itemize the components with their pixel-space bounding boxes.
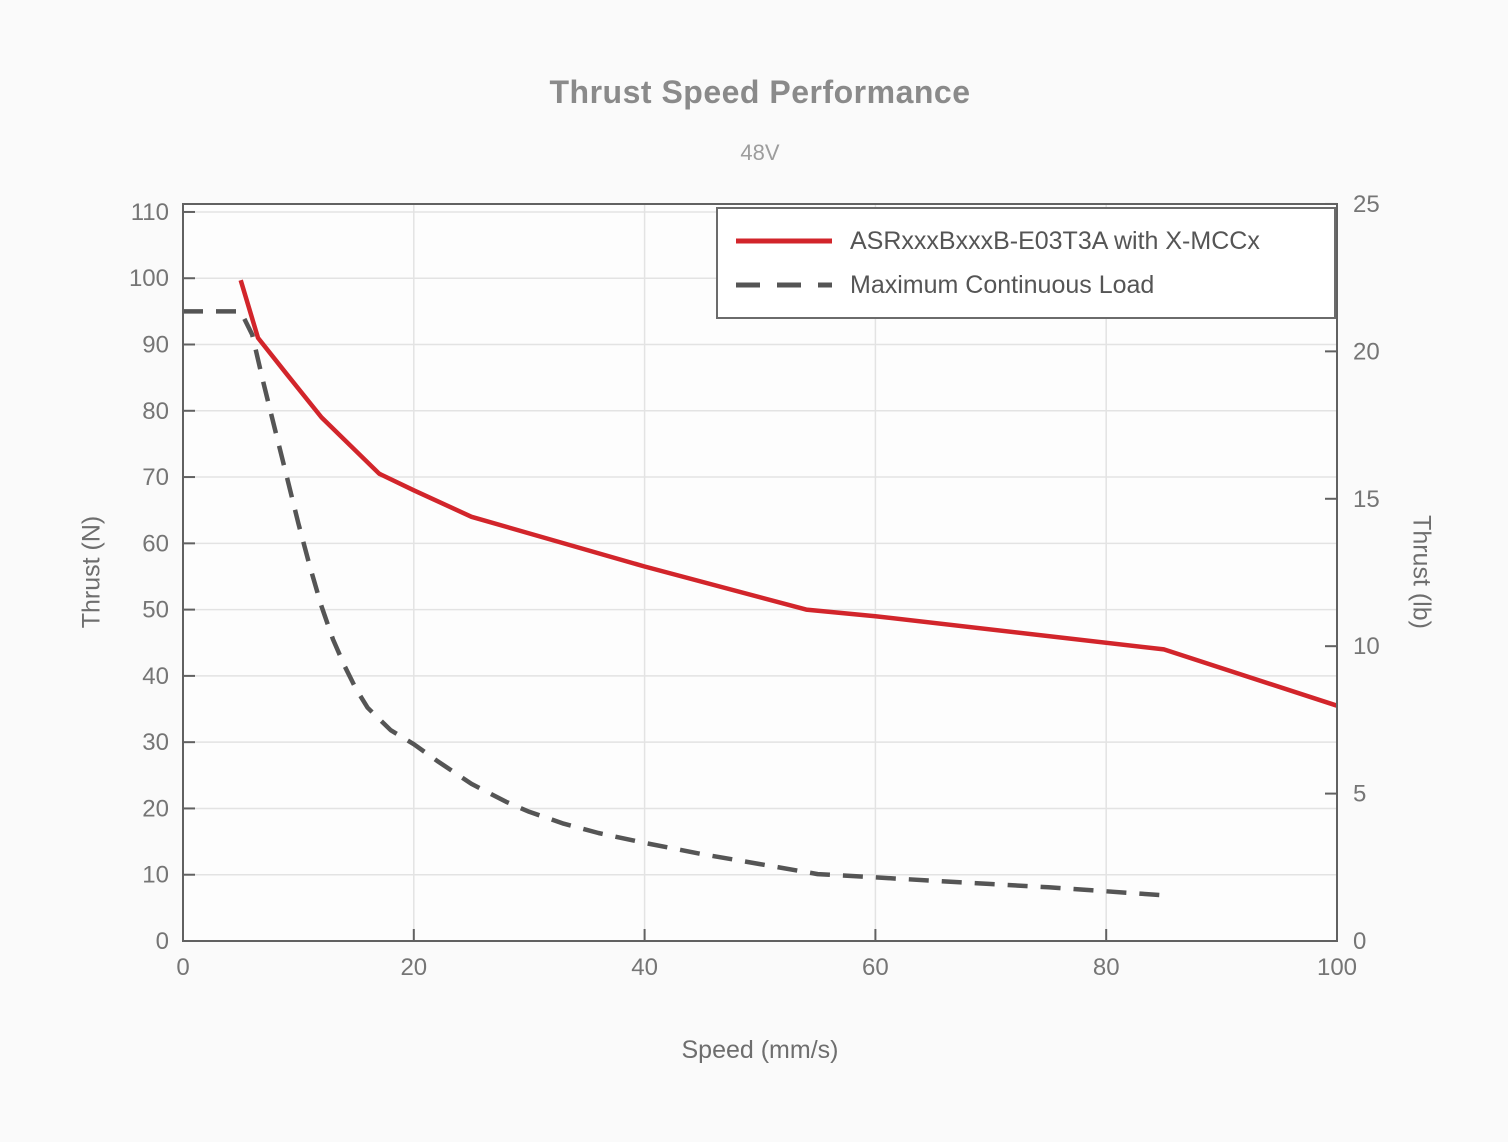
plot-background bbox=[183, 204, 1337, 941]
legend-item-max-load: Maximum Continuous Load bbox=[736, 263, 1334, 307]
y-left-tick-label: 50 bbox=[142, 597, 169, 624]
legend-line-dashed-icon bbox=[736, 282, 832, 288]
chart-subtitle: 48V bbox=[740, 140, 780, 165]
y-right-tick-label: 20 bbox=[1353, 338, 1380, 365]
series-line-asr bbox=[238, 279, 1338, 708]
y-right-tick-label: 25 bbox=[1353, 191, 1380, 218]
x-tick-label: 60 bbox=[862, 954, 889, 981]
y-left-tick-label: 30 bbox=[142, 729, 169, 756]
legend-label-max-load: Maximum Continuous Load bbox=[850, 270, 1155, 299]
y-right-tick-label: 5 bbox=[1353, 781, 1366, 808]
x-axis-label: Speed (mm/s) bbox=[681, 1036, 839, 1064]
x-tick-label: 100 bbox=[1317, 954, 1357, 981]
chart-title: Thrust Speed Performance bbox=[549, 74, 971, 110]
plot-frame bbox=[182, 203, 1338, 942]
legend-label-asr: ASRxxxBxxxB-E03T3A with X-MCCx bbox=[850, 226, 1260, 255]
x-tick-label: 80 bbox=[1093, 954, 1120, 981]
y-left-tick-label: 60 bbox=[142, 530, 169, 557]
legend-line-solid-icon bbox=[736, 238, 832, 244]
series-line-max-load bbox=[183, 309, 1165, 898]
y-left-tick-label: 90 bbox=[142, 332, 169, 359]
y-left-tick-label: 40 bbox=[142, 663, 169, 690]
y-left-tick-label: 70 bbox=[142, 464, 169, 491]
y-left-tick-label: 10 bbox=[142, 862, 169, 889]
y-left-tick-label: 100 bbox=[129, 265, 169, 292]
x-tick-label: 40 bbox=[631, 954, 658, 981]
y-left-tick-label: 20 bbox=[142, 795, 169, 822]
y-right-tick-label: 10 bbox=[1353, 633, 1380, 660]
y-right-tick-label: 15 bbox=[1353, 486, 1380, 513]
legend: ASRxxxBxxxB-E03T3A with X-MCCx Maximum C… bbox=[716, 207, 1336, 319]
y-left-tick-label: 80 bbox=[142, 398, 169, 425]
y-axis-label-left: Thrust (N) bbox=[77, 515, 106, 629]
y-left-tick-label: 0 bbox=[156, 928, 169, 955]
y-left-tick-label: 110 bbox=[131, 199, 169, 226]
y-right-tick-label: 0 bbox=[1353, 928, 1366, 955]
y-axis-label-right: Thrust (lb) bbox=[1407, 515, 1436, 629]
x-tick-label: 0 bbox=[176, 954, 189, 981]
legend-item-asr: ASRxxxBxxxB-E03T3A with X-MCCx bbox=[736, 219, 1334, 263]
x-tick-label: 20 bbox=[400, 954, 427, 981]
